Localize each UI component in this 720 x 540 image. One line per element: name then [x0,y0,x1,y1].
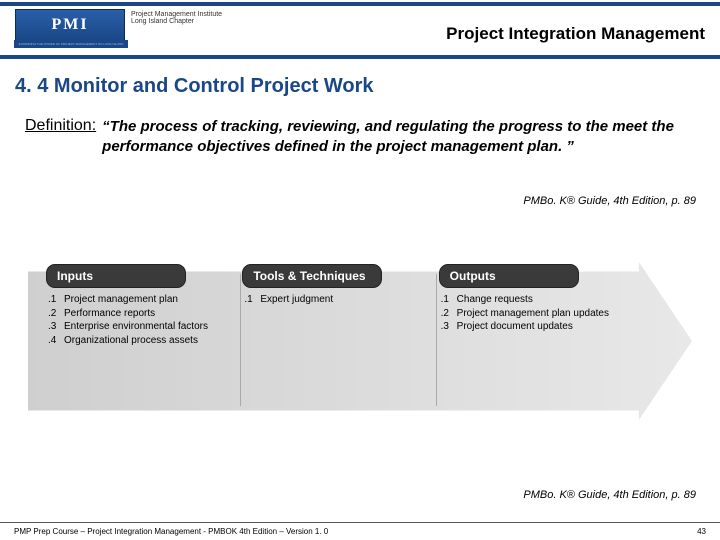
column-items: .1Expert judgment [242,288,424,310]
list-item: .3Project document updates [441,321,619,334]
header-bottom-rule [0,55,720,59]
citation-text: PMBo. K® Guide, 4th Edition, p. 89 [523,195,696,207]
item-text: Project document updates [457,321,619,334]
slide-header: PMI EXPANDING THE POWER OF PROJECT MANAG… [0,0,720,60]
item-text: Organizational process assets [64,335,226,348]
logo-badge: PMI EXPANDING THE POWER OF PROJECT MANAG… [15,9,125,41]
process-diagram: Inputs.1Project management plan.2Perform… [28,262,692,422]
list-item: .1Project management plan [48,294,226,307]
definition-block: Definition: “The process of tracking, re… [25,117,695,156]
header-title: Project Integration Management [446,24,705,44]
item-number: .1 [441,294,457,307]
list-item: .2Project management plan updates [441,308,619,321]
column-items: .1Project management plan.2Performance r… [46,288,228,350]
list-item: .1Expert judgment [244,294,422,307]
list-item: .3Enterprise environmental factors [48,321,226,334]
item-number: .4 [48,335,64,348]
citation-top: PMBo. K® Guide, 4th Edition, p. 89 [523,195,696,207]
item-text: Enterprise environmental factors [64,321,226,334]
item-text: Project management plan updates [457,308,619,321]
item-number: .3 [48,321,64,334]
item-number: .1 [244,294,260,307]
list-item: .1Change requests [441,294,619,307]
pmi-logo: PMI EXPANDING THE POWER OF PROJECT MANAG… [15,9,295,51]
citation-text: PMBo. K® Guide, 4th Edition, p. 89 [523,489,696,501]
column-header: Tools & Techniques [242,264,382,288]
logo-sub-line2: Long Island Chapter [131,18,222,25]
list-item: .2Performance reports [48,308,226,321]
item-number: .3 [441,321,457,334]
item-text: Change requests [457,294,619,307]
logo-subtitle: Project Management Institute Long Island… [131,9,222,51]
item-text: Expert judgment [260,294,422,307]
diagram-column: Tools & Techniques .1Expert judgment [242,262,424,422]
column-header: Inputs [46,264,186,288]
section-title: 4. 4 Monitor and Control Project Work [15,75,374,98]
item-text: Project management plan [64,294,226,307]
item-number: .2 [441,308,457,321]
header-top-rule [0,2,720,6]
logo-letters: PMI [51,16,88,34]
item-text: Performance reports [64,308,226,321]
definition-text: “The process of tracking, reviewing, and… [102,117,695,156]
column-items: .1Change requests.2Project management pl… [439,288,621,337]
list-item: .4Organizational process assets [48,335,226,348]
item-number: .1 [48,294,64,307]
item-number: .2 [48,308,64,321]
footer-text: PMP Prep Course – Project Integration Ma… [14,527,328,536]
logo-sub-line1: Project Management Institute [131,11,222,18]
diagram-column: Outputs.1Change requests.2Project manage… [439,262,621,422]
diagram-column: Inputs.1Project management plan.2Perform… [46,262,228,422]
column-header: Outputs [439,264,579,288]
definition-label: Definition: [25,117,96,135]
slide-footer: PMP Prep Course – Project Integration Ma… [0,522,720,540]
citation-bottom: PMBo. K® Guide, 4th Edition, p. 89 [523,489,696,501]
logo-tagline: EXPANDING THE POWER OF PROJECT MANAGEMEN… [14,40,128,48]
footer-page-number: 43 [697,527,706,536]
